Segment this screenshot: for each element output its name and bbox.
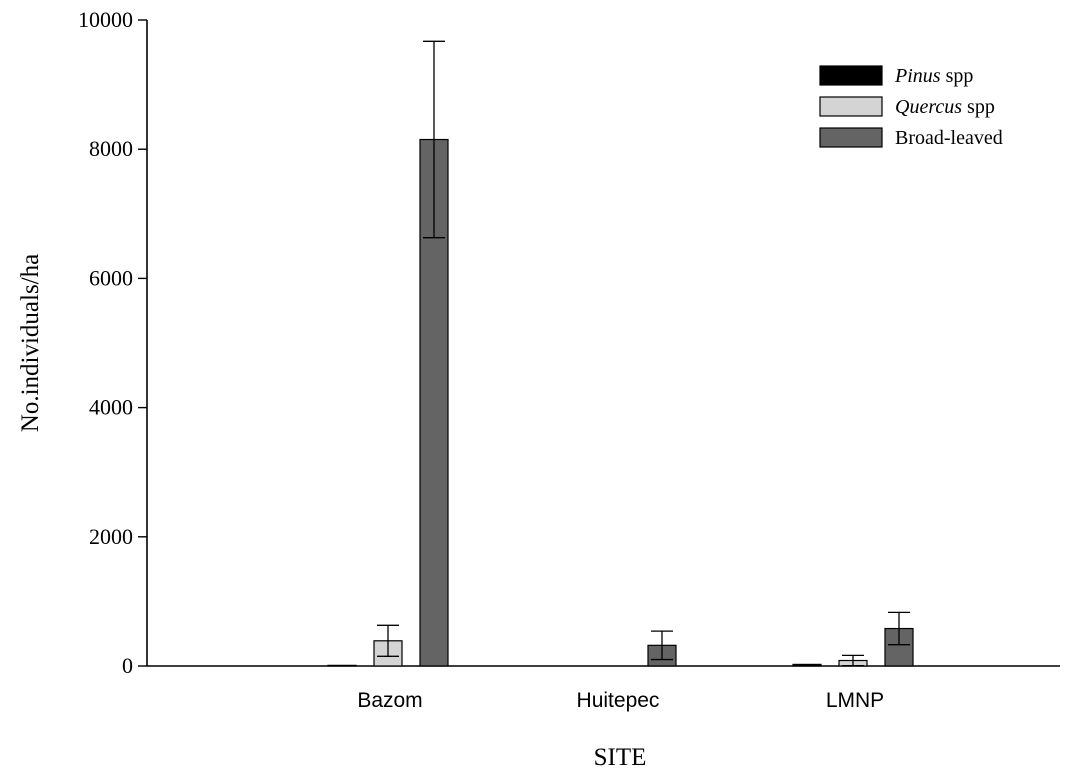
y-tick-label: 0 [122,653,133,678]
error-bars [377,40,910,667]
y-axis: 0 2000 4000 6000 8000 10000 [78,7,148,678]
y-tick-label: 10000 [78,7,133,32]
x-axis: Bazom Huitepec LMNP [147,665,1060,712]
legend-label: Pinus spp [894,65,973,87]
bar [327,664,357,667]
legend-swatch [819,127,883,148]
x-category-label: Huitepec [577,689,660,712]
bar [884,627,914,667]
x-axis-title: SITE [594,744,647,771]
legend-swatch [819,65,883,86]
x-category-label: Bazom [357,689,422,712]
legend-label-text: spp [962,96,995,118]
x-category-label: LMNP [826,689,884,712]
legend-label-genus: Pinus [894,65,941,87]
legend-label-text: Broad-leaved [895,127,1003,149]
y-tick-label: 6000 [89,265,133,290]
bar-series [327,138,914,667]
bar [792,663,822,667]
y-tick-label: 2000 [89,524,133,549]
y-tick-label: 8000 [89,136,133,161]
legend-label: Quercus spp [895,96,995,118]
legend-swatch [819,96,883,117]
bar [419,138,449,667]
y-tick-label: 4000 [89,395,133,420]
legend-label-genus: Quercus [895,96,962,118]
legend-label-text: spp [941,65,974,87]
y-axis-title: No.individuals/ha [17,254,44,432]
legend-label: Broad-leaved [895,127,1003,149]
